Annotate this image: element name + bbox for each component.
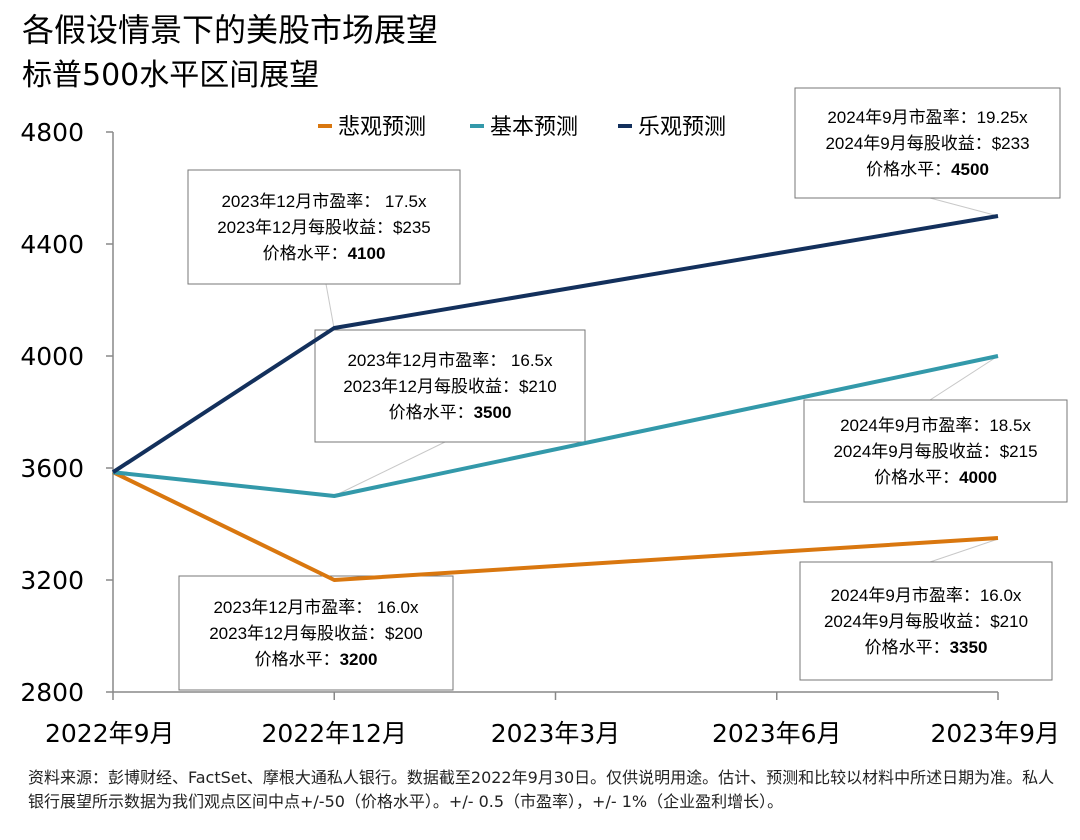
annotation-price-value: 4100 bbox=[348, 244, 386, 263]
chart-title: 各假设情景下的美股市场展望 bbox=[22, 11, 439, 49]
annotation-price-value: 3500 bbox=[474, 403, 512, 422]
annotation-line: 2023年12月市盈率： 16.5x bbox=[347, 351, 553, 370]
y-tick-label: 3600 bbox=[20, 454, 84, 483]
annotation-line: 2023年12月每股收益：$210 bbox=[343, 377, 557, 396]
legend: 悲观预测 基本预测 乐观预测 bbox=[318, 115, 726, 140]
annotation-price-label: 价格水平： bbox=[389, 403, 474, 422]
annotation-line: 2023年12月市盈率： 16.0x bbox=[213, 598, 419, 617]
annotation-price-line: 价格水平：3500 bbox=[389, 403, 512, 422]
annotation-leader bbox=[929, 197, 999, 217]
annotation-box bbox=[799, 561, 1053, 681]
annotation-line: 2024年9月每股收益：$233 bbox=[825, 134, 1029, 153]
x-tick-label: 2022年12月 bbox=[262, 719, 407, 748]
x-tick-label: 2023年3月 bbox=[491, 719, 621, 748]
annotation-box bbox=[178, 575, 454, 691]
annotation-price-label: 价格水平： bbox=[866, 160, 951, 179]
annotation-leader bbox=[333, 441, 446, 497]
y-tick-label: 3200 bbox=[20, 566, 84, 595]
annotation-line: 2023年12月每股收益：$235 bbox=[217, 218, 431, 237]
annotation-line: 2024年9月市盈率：19.25x bbox=[827, 108, 1028, 127]
legend-label: 乐观预测 bbox=[638, 115, 726, 140]
annotation-price-line: 价格水平：4100 bbox=[263, 244, 386, 263]
x-tick-label: 2023年9月 bbox=[930, 719, 1060, 748]
annotations: 2023年12月市盈率： 17.5x 2023年12月每股收益：$235 价格水平：… bbox=[178, 87, 1068, 691]
footnote: 资料来源：彭博财经、FactSet、摩根大通私人银行。数据截至2022年9月30… bbox=[28, 768, 1055, 811]
annotation-line: 2024年9月市盈率：18.5x bbox=[840, 416, 1031, 435]
annotation-leader bbox=[929, 538, 999, 563]
annotation-leader bbox=[325, 283, 335, 329]
annotation-price-label: 价格水平： bbox=[263, 244, 348, 263]
annotation-line: 2023年12月每股收益：$200 bbox=[209, 624, 423, 643]
annotation-price-line: 价格水平：4500 bbox=[866, 160, 989, 179]
series-line bbox=[112, 470, 999, 582]
annotation-box bbox=[314, 329, 586, 443]
annotation-box bbox=[187, 169, 461, 285]
annotation-price-label: 价格水平： bbox=[874, 468, 959, 487]
series-lines bbox=[111, 214, 999, 582]
chart-subtitle: 标普500水平区间展望 bbox=[22, 58, 320, 93]
y-tick-label: 4400 bbox=[20, 230, 84, 259]
annotation-price-value: 4000 bbox=[959, 468, 997, 487]
annotation-line: 2023年12月市盈率： 17.5x bbox=[221, 192, 427, 211]
annotation-line: 2024年9月每股收益：$210 bbox=[824, 612, 1028, 631]
y-tick-label: 4000 bbox=[20, 342, 84, 371]
series-line bbox=[112, 354, 999, 498]
y-tick-label: 2800 bbox=[20, 678, 84, 707]
annotation-leader bbox=[929, 355, 999, 401]
annotation-price-line: 价格水平：3350 bbox=[865, 638, 988, 657]
annotation-price-value: 3200 bbox=[340, 650, 378, 669]
x-tick-label: 2022年9月 bbox=[45, 719, 175, 748]
annotation-box bbox=[803, 399, 1068, 503]
annotation-price-label: 价格水平： bbox=[255, 650, 340, 669]
annotation-price-line: 价格水平：3200 bbox=[255, 650, 378, 669]
line-chart: 2800 3200 3600 4000 4400 4800 2022年9月 2022年12月 2… bbox=[20, 87, 1068, 748]
legend-label: 基本预测 bbox=[490, 115, 578, 140]
annotation-price-line: 价格水平：4000 bbox=[874, 468, 997, 487]
annotation-line: 2024年9月市盈率：16.0x bbox=[831, 586, 1022, 605]
annotation-price-value: 3350 bbox=[950, 638, 988, 657]
annotation-price-value: 4500 bbox=[951, 160, 989, 179]
annotation-line: 2024年9月每股收益：$215 bbox=[833, 442, 1037, 461]
annotation-box bbox=[794, 87, 1061, 199]
annotation-price-label: 价格水平： bbox=[865, 638, 950, 657]
legend-label: 悲观预测 bbox=[338, 115, 426, 140]
x-tick-label: 2023年6月 bbox=[712, 719, 842, 748]
y-tick-label: 4800 bbox=[20, 118, 84, 147]
series-line bbox=[111, 214, 999, 474]
